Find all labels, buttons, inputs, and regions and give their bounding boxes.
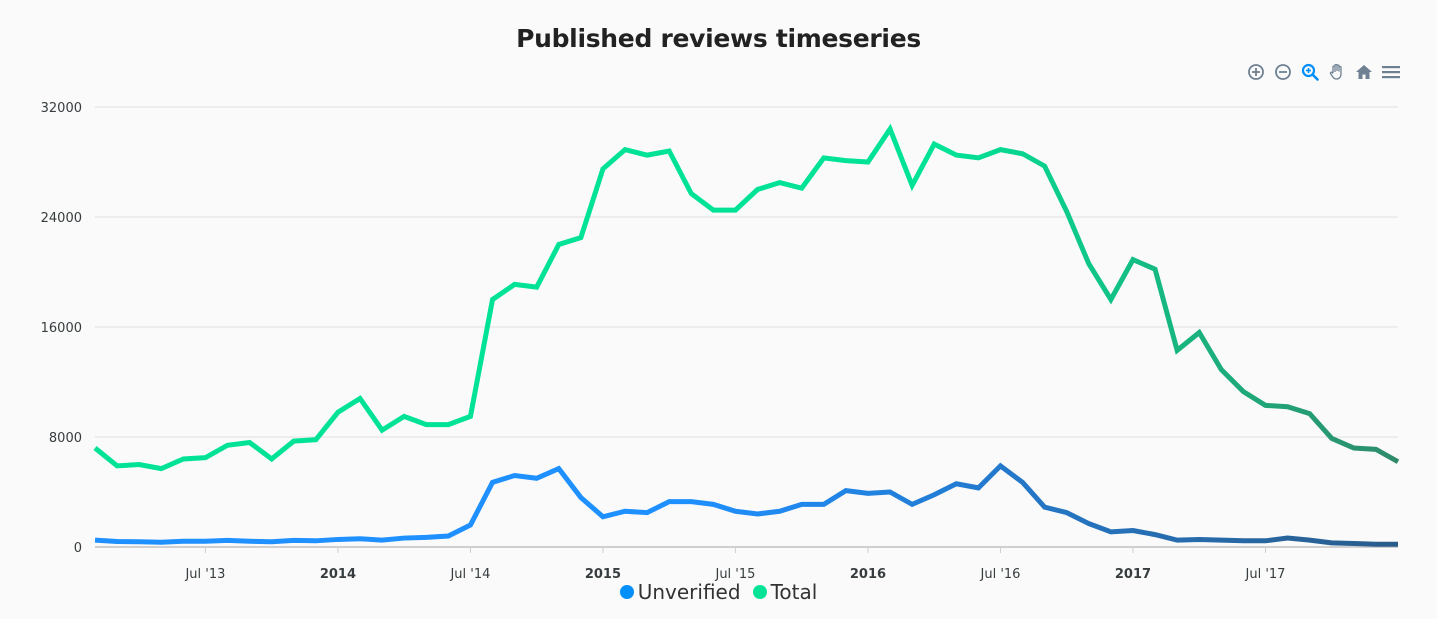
y-tick-label: 16000: [41, 321, 82, 336]
x-tick-label: 2016: [850, 567, 886, 582]
legend-item-total[interactable]: Total: [752, 580, 818, 604]
x-tick-label: 2014: [320, 567, 356, 582]
y-axis-ticks: 0 8000 16000 24000 32000: [41, 101, 82, 556]
x-tick-label: Jul '13: [184, 567, 225, 582]
legend-label-total: Total: [770, 580, 818, 604]
menu-icon[interactable]: [1381, 62, 1401, 82]
reset-home-icon[interactable]: [1354, 62, 1374, 82]
x-tick-label: Jul '17: [1245, 567, 1286, 582]
y-tick-label: 24000: [41, 211, 82, 226]
series-line-unverified[interactable]: [94, 462, 1398, 547]
series-lines: [93, 123, 1400, 547]
chart-toolbar: [1246, 62, 1401, 82]
zoom-in-icon[interactable]: [1246, 62, 1266, 82]
x-tick-label: 2015: [585, 567, 621, 582]
legend: Unverified Total: [0, 580, 1437, 604]
legend-label-unverified: Unverified: [637, 580, 741, 604]
y-tick-label: 8000: [49, 431, 82, 446]
x-tick-label: Jul '14: [449, 567, 490, 582]
series-line-total[interactable]: [93, 123, 1400, 472]
chart-title: Published reviews timeseries: [516, 24, 921, 53]
y-tick-label: 32000: [41, 101, 82, 116]
legend-item-unverified[interactable]: Unverified: [619, 580, 741, 604]
x-tick-label: Jul '15: [714, 567, 755, 582]
x-tick-label: 2017: [1115, 567, 1151, 582]
legend-marker-total: [752, 585, 767, 599]
x-tick-label: Jul '16: [980, 567, 1021, 582]
x-axis-ticks: Jul '13 2014 Jul '14 2015 Jul '15 2016 Jul '16…: [184, 547, 1285, 582]
grid-lines: [95, 106, 1398, 548]
selection-zoom-icon[interactable]: [1300, 62, 1320, 82]
legend-marker-unverified: [619, 585, 634, 599]
zoom-out-icon[interactable]: [1273, 62, 1293, 82]
y-tick-label: 0: [74, 541, 82, 556]
pan-hand-icon[interactable]: [1327, 62, 1347, 82]
